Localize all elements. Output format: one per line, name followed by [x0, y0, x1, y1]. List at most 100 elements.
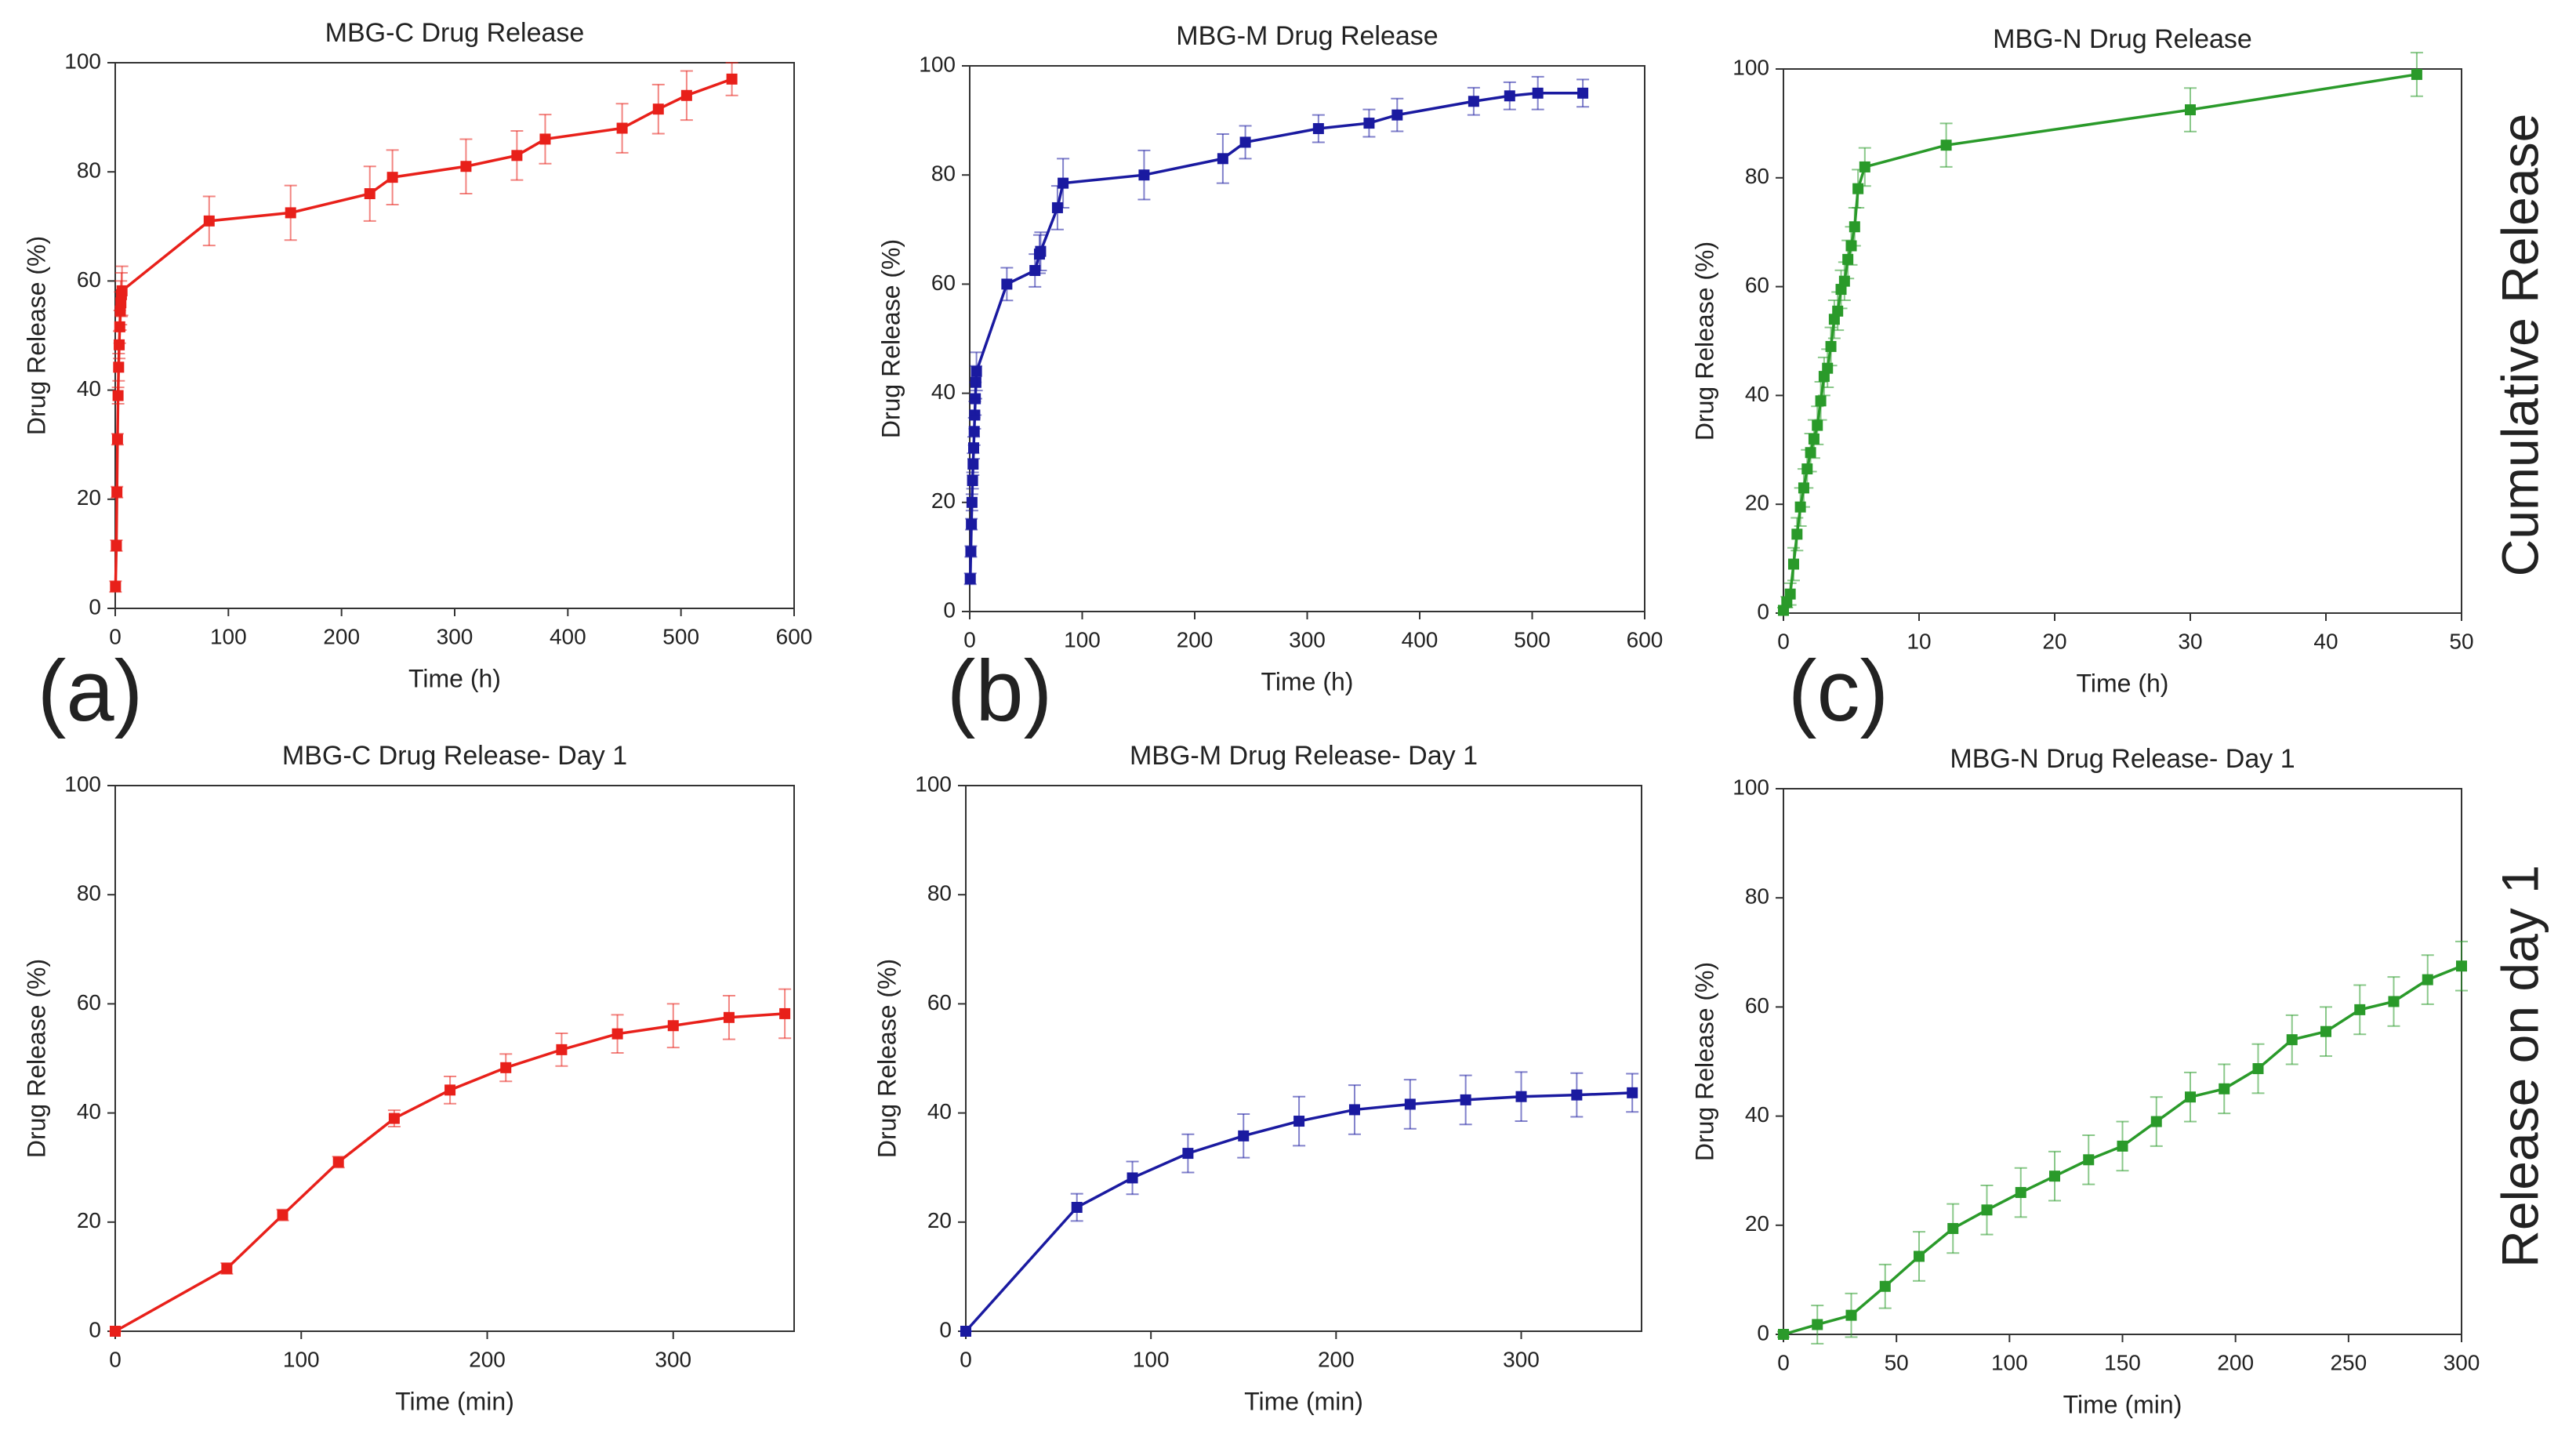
data-point	[966, 496, 978, 508]
data-line	[114, 1012, 785, 1333]
data-point	[2286, 1034, 2298, 1046]
y-tick-label: 0	[89, 594, 101, 619]
y-tick-label: 20	[1745, 491, 1769, 515]
data-point	[1001, 278, 1013, 290]
y-axis-label: Drug Release (%)	[1690, 962, 1718, 1161]
y-tick-label: 100	[64, 49, 101, 73]
x-tick-label: 200	[469, 1347, 506, 1371]
data-point	[112, 390, 124, 401]
data-point	[111, 486, 123, 498]
data-point	[2422, 974, 2433, 985]
y-tick-label: 60	[1745, 993, 1769, 1018]
x-tick-label: 0	[960, 1347, 972, 1371]
x-tick-label: 200	[323, 624, 360, 648]
y-tick-label: 60	[927, 990, 952, 1015]
x-tick-label: 500	[662, 624, 699, 648]
data-point	[964, 573, 976, 585]
x-tick-label: 500	[1514, 627, 1551, 652]
x-tick-label: 300	[1503, 1347, 1540, 1371]
row-label: Cumulative Release	[2491, 114, 2549, 577]
data-point	[667, 1020, 679, 1032]
y-tick-label: 60	[931, 270, 956, 295]
x-axis-label: Time (h)	[408, 664, 501, 692]
data-point	[1391, 109, 1403, 121]
x-tick-label: 100	[283, 1347, 320, 1371]
data-point	[1504, 90, 1515, 102]
y-tick-label: 60	[77, 267, 101, 292]
y-tick-label: 80	[1745, 164, 1769, 188]
data-point	[1859, 161, 1870, 172]
x-tick-label: 300	[437, 624, 473, 648]
data-point	[221, 1262, 233, 1274]
data-point	[1348, 1104, 1360, 1116]
data-point	[1363, 118, 1375, 129]
data-point	[1787, 558, 1799, 570]
data-point	[2049, 1171, 2060, 1182]
y-axis-label: Drug Release (%)	[22, 236, 50, 435]
data-point	[2320, 1025, 2331, 1037]
data-point	[2252, 1063, 2264, 1075]
y-tick-label: 80	[927, 881, 952, 906]
y-tick-label: 20	[927, 1208, 952, 1232]
x-tick-label: 200	[1177, 627, 1214, 652]
x-tick-label: 100	[1991, 1350, 2028, 1374]
chart-title: MBG-N Drug Release	[1993, 24, 2252, 54]
y-tick-label: 0	[1757, 1320, 1769, 1345]
data-point	[1138, 169, 1150, 181]
x-axis-label: Time (min)	[2063, 1390, 2182, 1418]
data-point	[1239, 136, 1251, 148]
x-tick-label: 0	[109, 624, 122, 648]
data-point	[539, 133, 551, 145]
y-tick-label: 60	[1745, 273, 1769, 297]
data-point	[971, 365, 982, 377]
plot-frame	[1783, 788, 2462, 1335]
y-tick-label: 40	[1745, 1102, 1769, 1127]
panel-label: (c)	[1788, 643, 1888, 739]
x-tick-label: 250	[2330, 1350, 2367, 1374]
data-point	[1293, 1116, 1305, 1127]
data-point	[616, 122, 628, 134]
data-point	[960, 1326, 971, 1337]
y-tick-label: 80	[931, 162, 956, 186]
data-point	[1825, 340, 1837, 352]
y-tick-label: 100	[64, 771, 101, 796]
x-axis-label: Time (h)	[2077, 669, 2169, 697]
data-point	[460, 161, 472, 172]
y-tick-label: 60	[77, 990, 101, 1015]
data-point	[2015, 1187, 2026, 1199]
data-point	[2117, 1140, 2128, 1152]
y-tick-label: 20	[931, 488, 956, 513]
plot-frame	[114, 62, 795, 609]
data-point	[1035, 245, 1047, 257]
data-point	[332, 1156, 344, 1168]
data-point	[1312, 123, 1324, 135]
data-point	[723, 1011, 735, 1023]
data-point	[2411, 68, 2422, 80]
y-tick-label: 40	[1745, 382, 1769, 406]
data-point	[2150, 1116, 2162, 1127]
y-tick-label: 80	[77, 158, 101, 183]
data-point	[110, 1326, 121, 1337]
data-point	[1182, 1148, 1194, 1160]
data-point	[779, 1007, 791, 1019]
data-point	[1981, 1204, 1993, 1216]
x-tick-label: 0	[109, 1347, 122, 1371]
data-line	[968, 92, 1584, 579]
data-point	[2185, 104, 2196, 116]
data-point	[1778, 1329, 1789, 1340]
chart-title: MBG-C Drug Release- Day 1	[282, 741, 627, 771]
data-point	[2219, 1083, 2230, 1094]
data-point	[1815, 395, 1827, 407]
data-point	[1460, 1094, 1471, 1105]
y-axis-label: Drug Release (%)	[1690, 241, 1718, 441]
y-axis-label: Drug Release (%)	[873, 959, 901, 1158]
data-point	[2083, 1154, 2095, 1166]
data-point	[1791, 528, 1803, 540]
data-point	[1852, 183, 1864, 194]
y-tick-label: 100	[915, 771, 952, 796]
x-tick-label: 600	[776, 624, 813, 648]
data-point	[500, 1062, 512, 1073]
data-point	[2185, 1091, 2196, 1103]
x-tick-label: 150	[2104, 1350, 2141, 1374]
y-tick-label: 0	[1757, 599, 1769, 623]
